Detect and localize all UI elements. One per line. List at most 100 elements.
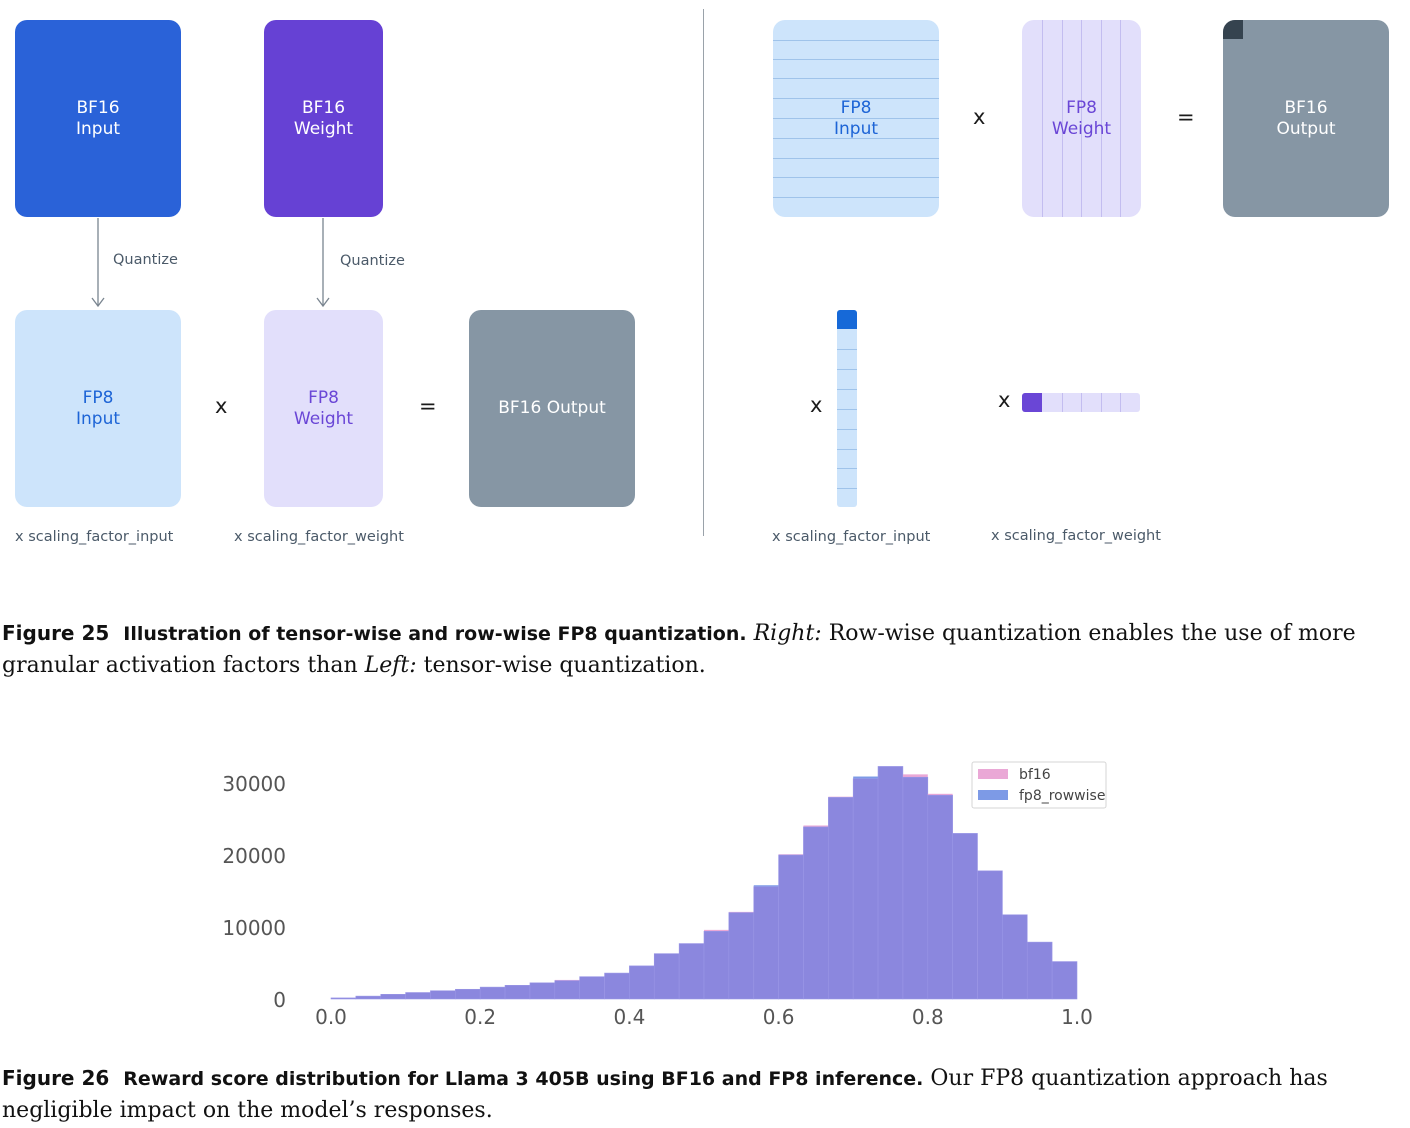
histogram-bar xyxy=(977,870,1003,1000)
histogram-bar xyxy=(927,794,953,1000)
fp8-weight-label-line2: Weight xyxy=(293,408,354,429)
equals-operator: = xyxy=(419,394,437,418)
rowwise-fp8-input-box: FP8 Input xyxy=(773,20,939,217)
row-line xyxy=(773,40,939,41)
histogram-bar xyxy=(753,886,779,1000)
quantize-label-weight: Quantize xyxy=(340,253,405,269)
rowwise-fp8-input-label-line1: FP8 xyxy=(840,97,872,118)
histogram-bar xyxy=(604,972,630,1000)
reward-histogram: 0 10000 20000 30000 0.0 0.2 0.4 0.6 0.8 1.0 bf16 fp… xyxy=(222,761,1107,1029)
cell-line xyxy=(837,488,857,489)
rowwise-fp8-input-label-line2: Input xyxy=(833,118,879,139)
histogram-bar xyxy=(405,992,431,1000)
histogram-bar xyxy=(479,986,506,1000)
histogram-bar-excess xyxy=(753,885,779,887)
fp8-weight-box: FP8 Weight xyxy=(264,310,383,507)
rowwise-scaling-factor-weight-label: x scaling_factor_weight xyxy=(991,528,1161,544)
histogram-bar xyxy=(803,826,829,1000)
rowwise-scaling-factor-input-label: x scaling_factor_input xyxy=(772,529,931,545)
histogram-bar-excess xyxy=(828,796,854,798)
row-line xyxy=(773,98,939,99)
cell-line xyxy=(837,429,857,430)
weight-scale-highlight-cell xyxy=(1022,393,1042,412)
figure-25-right-emphasis: Right: xyxy=(753,621,822,646)
rowwise-fp8-weight-label-line1: FP8 xyxy=(1066,97,1097,118)
cell-line xyxy=(837,389,857,390)
figure-26-caption: Figure 26 Reward score distribution for … xyxy=(2,1062,1392,1127)
column-line xyxy=(1042,20,1043,217)
scaling-factor-input-label: x scaling_factor_input xyxy=(15,529,174,545)
fp8-input-label-line1: FP8 xyxy=(82,387,114,408)
output-corner-marker xyxy=(1223,20,1243,39)
histogram-bar xyxy=(629,965,655,1000)
column-line xyxy=(1120,20,1121,217)
bf16-input-label-line1: BF16 xyxy=(76,97,120,118)
histogram-bar xyxy=(380,994,406,1000)
bf16-weight-label-line2: Weight xyxy=(293,118,354,139)
fp8-weight-label-line1: FP8 xyxy=(308,387,339,408)
legend-label: bf16 xyxy=(1019,767,1051,783)
input-scale-column-vector xyxy=(837,310,857,507)
rowwise-fp8-weight-label-line2: Weight xyxy=(1051,118,1112,139)
legend-swatch xyxy=(978,769,1008,779)
row-line xyxy=(773,59,939,60)
x-tick-label: 0.6 xyxy=(763,1005,795,1029)
histogram-bar-excess xyxy=(778,854,804,855)
y-tick-label: 30000 xyxy=(222,772,286,796)
cell-line xyxy=(837,449,857,450)
quantize-label-input: Quantize xyxy=(113,252,178,268)
histogram-bar xyxy=(330,997,357,1000)
cell-line xyxy=(837,409,857,410)
column-line xyxy=(1101,20,1102,217)
row-line xyxy=(773,177,939,178)
scaling-factor-weight-label: x scaling_factor_weight xyxy=(234,529,404,545)
cell-line xyxy=(1062,393,1063,412)
histogram-bar xyxy=(529,982,556,1000)
histogram-bar-excess xyxy=(728,911,754,913)
rowwise-equals-operator: = xyxy=(1177,105,1195,129)
legend-swatch xyxy=(978,790,1008,800)
histogram-bar xyxy=(678,943,705,1000)
row-line xyxy=(773,78,939,79)
x-tick-label: 1.0 xyxy=(1061,1005,1093,1029)
histogram-bar xyxy=(355,995,381,1000)
cell-line xyxy=(1081,393,1082,412)
row-line xyxy=(773,138,939,139)
figure-26-title: Reward score distribution for Llama 3 40… xyxy=(123,1068,924,1090)
input-scale-times-operator: x xyxy=(810,393,823,417)
panel-divider xyxy=(703,9,704,536)
column-line xyxy=(1062,20,1063,217)
histogram-bar xyxy=(877,766,904,1000)
histogram-bar xyxy=(1002,914,1028,1000)
histogram-bar xyxy=(778,854,804,1000)
cell-line xyxy=(837,349,857,350)
cell-line xyxy=(1101,393,1102,412)
histogram-bar xyxy=(653,953,680,1000)
bf16-input-box: BF16 Input xyxy=(15,20,181,217)
bf16-output-label: BF16 Output xyxy=(498,398,606,418)
histogram-bar-excess xyxy=(704,929,729,932)
legend-label: fp8_rowwise xyxy=(1019,788,1105,804)
cell-line xyxy=(837,369,857,370)
histogram-bar xyxy=(952,833,978,1000)
weight-scale-row-vector xyxy=(1022,393,1140,412)
fp8-input-box: FP8 Input xyxy=(15,310,181,507)
x-tick-label: 0.0 xyxy=(315,1005,347,1029)
rowwise-times-operator: x xyxy=(973,105,986,129)
bf16-weight-box: BF16 Weight xyxy=(264,20,383,217)
fp8-input-label-line2: Input xyxy=(75,408,121,429)
figure-26-text: Our FP8 quantization approach has neglig… xyxy=(2,1066,1328,1123)
rowwise-bf16-output-box: BF16 Output xyxy=(1223,20,1389,217)
histogram-bar xyxy=(728,912,754,1000)
histogram-bar xyxy=(828,797,854,1000)
cell-line xyxy=(1120,393,1121,412)
histogram-bar xyxy=(579,976,605,1000)
histogram-bar-excess xyxy=(927,793,953,796)
bf16-output-box: BF16 Output xyxy=(469,310,635,507)
row-line xyxy=(773,158,939,159)
figure-25-title: Illustration of tensor-wise and row-wise… xyxy=(123,623,747,645)
cell-line xyxy=(837,468,857,469)
histogram-bar xyxy=(455,988,481,1000)
histogram-bar xyxy=(1026,941,1053,1000)
rowwise-bf16-output-label-line1: BF16 xyxy=(1284,97,1328,118)
